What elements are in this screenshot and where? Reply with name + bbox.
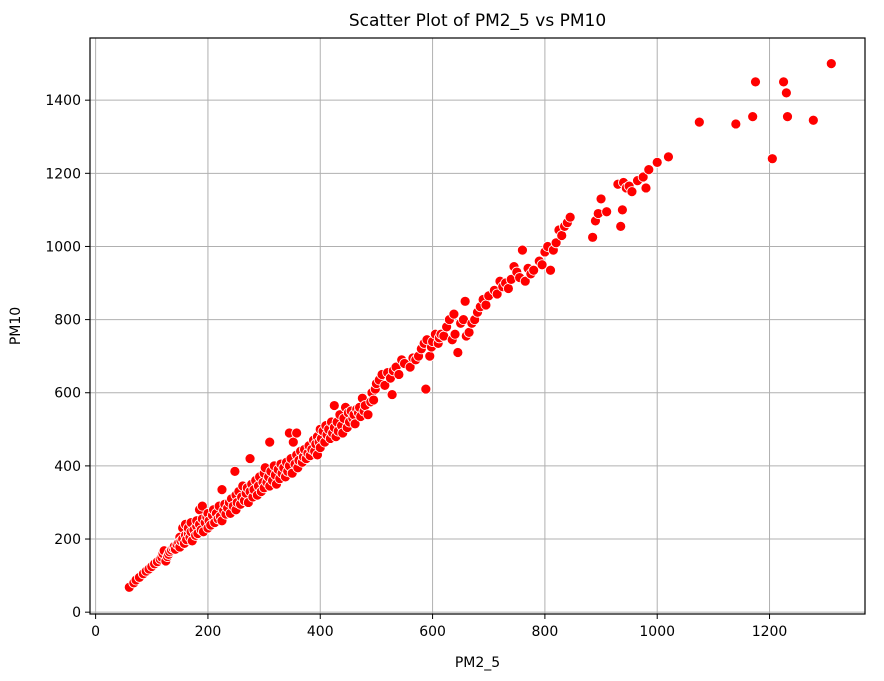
scatter-point	[747, 111, 759, 123]
x-tick-label: 1200	[752, 624, 788, 640]
y-tick-label: 400	[54, 459, 81, 475]
scatter-point	[640, 182, 652, 194]
scatter-point	[766, 153, 778, 165]
scatter-point	[424, 350, 436, 362]
grid-lines	[90, 38, 865, 614]
x-tick-label: 800	[532, 624, 559, 640]
scatter-point	[449, 328, 461, 340]
y-axis-label: PM10	[8, 307, 24, 345]
x-axis-ticks: 0 200 400 600 800 1000 1200	[91, 614, 787, 640]
scatter-point	[536, 259, 548, 271]
scatter-point	[616, 204, 628, 216]
scatter-point	[807, 114, 819, 126]
scatter-point	[519, 275, 531, 287]
x-tick-label: 600	[419, 624, 446, 640]
scatter-point	[782, 111, 793, 123]
scatter-point	[393, 369, 405, 380]
scatter-point	[480, 299, 492, 311]
y-tick-label: 1200	[45, 166, 81, 182]
x-tick-label: 0	[91, 624, 100, 640]
scatter-point	[291, 427, 303, 439]
scatter-point	[615, 220, 627, 232]
scatter-point	[517, 244, 528, 256]
scatter-point	[448, 308, 460, 320]
scatter-point	[550, 237, 562, 249]
scatter-point	[196, 500, 208, 512]
scatter-point	[825, 58, 837, 69]
scatter-point	[643, 164, 655, 176]
scatter-point	[626, 186, 638, 198]
scatter-point	[287, 436, 299, 448]
x-tick-label: 1000	[639, 624, 675, 640]
scatter-point	[463, 326, 475, 338]
scatter-point	[386, 389, 398, 400]
scatter-point	[780, 87, 792, 99]
scatter-point	[528, 264, 540, 276]
scatter-point	[601, 206, 613, 218]
scatter-point	[595, 193, 607, 205]
scatter-point	[564, 211, 576, 223]
scatter-point	[502, 283, 514, 294]
scatter-point	[264, 436, 276, 448]
y-tick-label: 600	[54, 386, 81, 402]
scatter-point	[663, 151, 674, 163]
scatter-point	[244, 453, 256, 464]
scatter-point	[750, 76, 761, 88]
scatter-point	[730, 118, 742, 130]
y-tick-label: 1000	[45, 239, 81, 255]
scatter-point	[459, 295, 471, 307]
scatter-point	[778, 76, 789, 88]
y-tick-label: 200	[54, 532, 81, 548]
scatter-points	[123, 58, 837, 593]
scatter-point	[420, 383, 432, 395]
scatter-point	[452, 347, 464, 358]
scatter-point	[362, 409, 374, 421]
y-tick-label: 800	[54, 313, 81, 329]
scatter-point	[379, 380, 391, 391]
chart-title: Scatter Plot of PM2_5 vs PM10	[349, 11, 606, 31]
scatter-point	[693, 116, 705, 128]
scatter-point	[216, 484, 228, 496]
scatter-point	[349, 418, 361, 430]
scatter-point	[587, 231, 599, 243]
y-axis-ticks: 0 200 400 600 800 1000 1200 1400	[45, 93, 90, 621]
scatter-point	[368, 394, 380, 406]
scatter-point	[229, 465, 241, 477]
x-axis-label: PM2_5	[455, 655, 500, 671]
x-tick-label: 200	[195, 624, 222, 640]
y-tick-label: 1400	[45, 93, 81, 109]
scatter-point	[556, 230, 568, 241]
x-tick-label: 400	[307, 624, 334, 640]
scatter-point	[328, 400, 340, 411]
y-tick-label: 0	[72, 605, 81, 621]
scatter-point	[651, 156, 663, 168]
scatter-point	[491, 288, 503, 300]
plot-frame	[89, 37, 866, 615]
scatter-point	[545, 264, 556, 276]
scatter-point	[637, 171, 649, 183]
